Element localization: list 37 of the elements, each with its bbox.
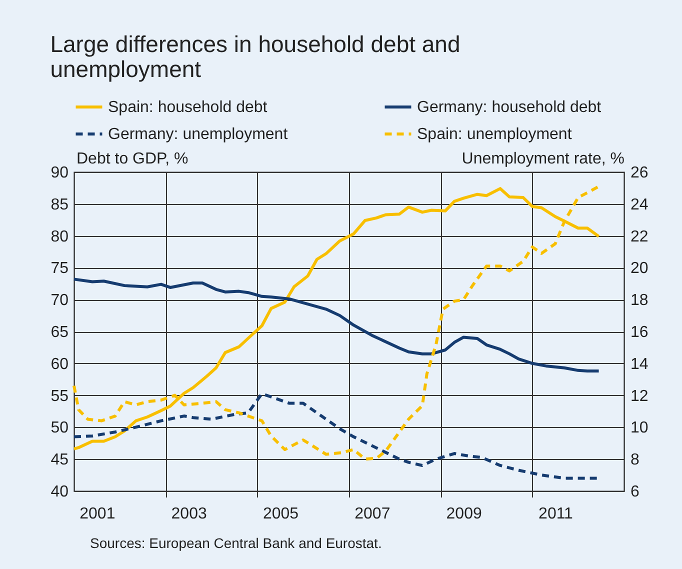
x-tick-label: 2007 xyxy=(354,506,390,522)
y2-tick-label: 26 xyxy=(630,164,648,182)
legend-label: Germany: household debt xyxy=(417,99,602,116)
x-tick-label: 2001 xyxy=(80,506,116,522)
source-note: Sources: European Central Bank and Eurostat. xyxy=(90,535,383,551)
y2-tick-label: 10 xyxy=(630,420,648,437)
y2-tick-label: 12 xyxy=(630,388,648,405)
y2-tick-label: 18 xyxy=(630,292,648,310)
y2-tick-label: 6 xyxy=(630,484,640,500)
x-tick-label: 2009 xyxy=(446,506,482,522)
line-series xyxy=(72,278,600,373)
legend-label: Spain: unemployment xyxy=(417,126,572,143)
y-tick-label: 80 xyxy=(50,228,69,246)
y2-tick-label: 8 xyxy=(630,452,640,469)
x-tick-label: 2005 xyxy=(262,506,299,522)
x-tick-label: 2003 xyxy=(171,506,207,522)
x-tick-label: 2011 xyxy=(538,506,574,522)
legend-label: Spain: household debt xyxy=(108,99,268,116)
y2-tick-label: 20 xyxy=(630,260,648,278)
y2-tick-label: 14 xyxy=(630,356,648,373)
y-tick-label: 90 xyxy=(50,164,69,182)
y2-axis-title: Unemployment rate, % xyxy=(462,150,624,168)
y-tick-label: 50 xyxy=(50,420,69,437)
chart-title: Large differences in household debt and unemployment xyxy=(50,31,460,82)
y2-tick-label: 16 xyxy=(630,324,648,341)
y-tick-label: 65 xyxy=(50,324,69,341)
y-tick-label: 60 xyxy=(50,356,69,373)
y-axis-title: Debt to GDP, % xyxy=(76,150,188,168)
y-tick-label: 70 xyxy=(50,292,69,310)
y2-tick-label: 22 xyxy=(630,228,648,246)
y-tick-label: 55 xyxy=(50,388,69,405)
y-tick-label: 85 xyxy=(50,196,69,214)
y2-tick-label: 24 xyxy=(630,196,648,214)
y-tick-label: 45 xyxy=(50,452,69,469)
y-tick-label: 75 xyxy=(50,260,69,278)
legend-label: Germany: unemployment xyxy=(108,126,288,143)
y-tick-label: 40 xyxy=(50,484,69,500)
